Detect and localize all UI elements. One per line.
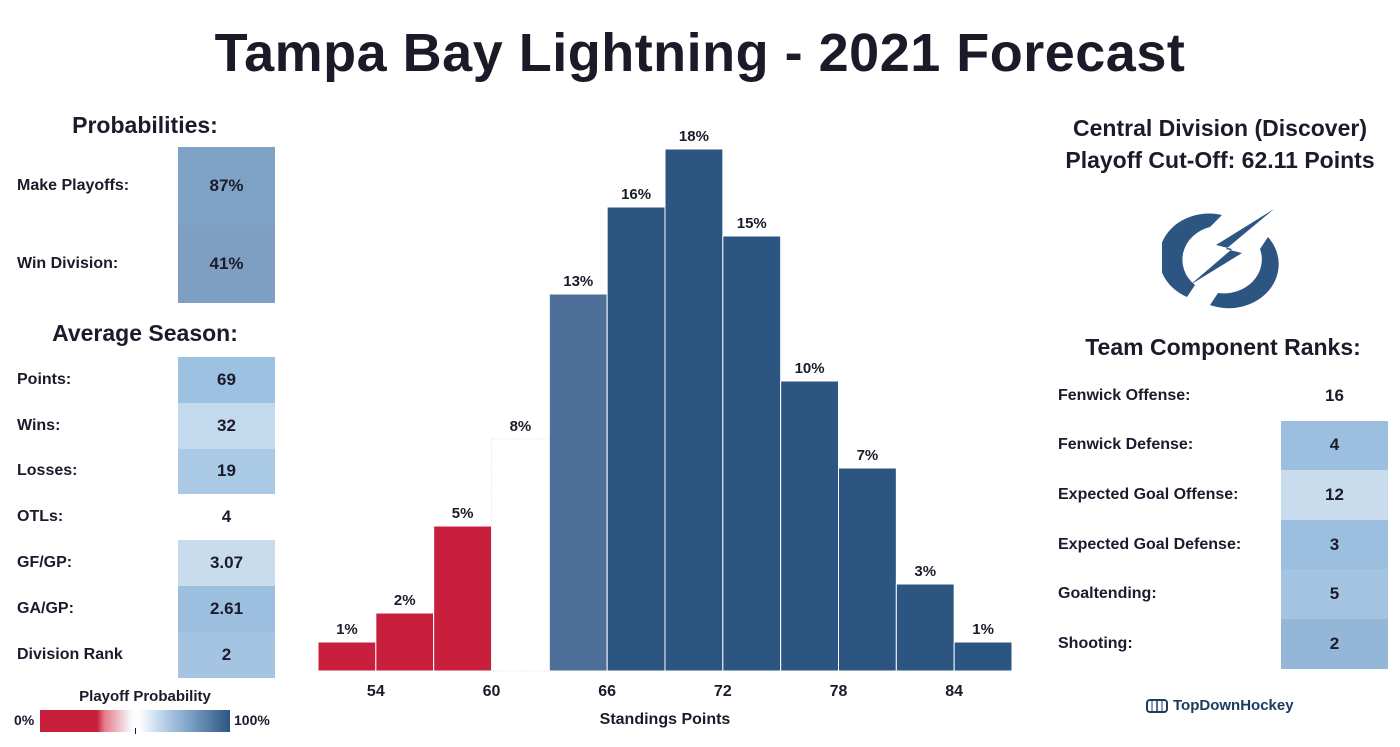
probability-row-label: Make Playoffs:	[17, 177, 130, 194]
lightning-bolt-logo-icon	[1162, 209, 1279, 309]
season-stat-row: Losses: 19	[17, 448, 277, 495]
brand: TopDownHockey	[1146, 697, 1294, 714]
team-rank-row-label: Fenwick Offense:	[1058, 386, 1191, 404]
legend-title: Playoff Probability	[79, 688, 211, 705]
x-tick-label: 66	[598, 683, 616, 700]
histogram-bar	[606, 206, 666, 672]
team-ranks-heading: Team Component Ranks:	[1085, 334, 1361, 360]
playoff-probability-colorbar	[40, 710, 230, 732]
season-stat-row-value: 32	[178, 402, 275, 449]
x-tick-label: 72	[714, 683, 732, 700]
season-stat-row-value: 19	[178, 448, 275, 495]
team-rank-row: Fenwick Offense: 16	[1058, 371, 1388, 421]
team-rank-row: Fenwick Defense: 4	[1058, 420, 1388, 471]
page-title: Tampa Bay Lightning - 2021 Forecast	[214, 23, 1186, 83]
bar-data-label: 7%	[857, 447, 879, 464]
season-stat-row: Wins: 32	[17, 402, 277, 449]
team-rank-row-value: 12	[1281, 470, 1388, 520]
bar-data-label: 8%	[510, 418, 532, 435]
histogram-bar	[491, 438, 550, 672]
season-stat-row-label: Division Rank	[17, 645, 123, 663]
season-stat-row-label: OTLs:	[17, 508, 64, 526]
team-rank-row-value: 3	[1281, 519, 1388, 570]
bar-data-label: 1%	[336, 621, 358, 638]
division-info: Central Division (Discover) Playoff Cut-…	[1060, 112, 1380, 176]
histogram-bar	[664, 148, 724, 672]
bar-data-label: 5%	[452, 505, 474, 522]
team-rank-row-label: Expected Goal Offense:	[1058, 485, 1239, 503]
bar-data-label: 15%	[737, 215, 767, 232]
season-stat-row-label: GF/GP:	[17, 554, 73, 572]
division-name: Central Division (Discover)	[1073, 115, 1367, 141]
hockey-rink-icon	[1146, 698, 1168, 713]
team-rank-row-value: 16	[1281, 371, 1388, 421]
histogram-bar	[317, 641, 377, 672]
histogram-bar	[780, 380, 840, 672]
legend-min-label: 0%	[14, 712, 35, 728]
bar-data-label: 10%	[795, 360, 825, 377]
x-axis-label: Standings Points	[600, 711, 731, 728]
season-stat-row: OTLs: 4	[17, 494, 277, 541]
probability-row-label: Win Division:	[17, 255, 119, 272]
probability-row: Make Playoffs: 87%	[17, 147, 277, 225]
x-tick-label: 60	[483, 683, 501, 700]
histogram-bar	[433, 525, 492, 672]
season-stat-row-value: 2.61	[178, 586, 275, 632]
probability-row-value: 41%	[178, 225, 275, 303]
histogram-bar	[722, 235, 782, 672]
probabilities-heading: Probabilities:	[72, 112, 218, 138]
bar-data-label: 18%	[679, 128, 709, 145]
brand-name: TopDownHockey	[1173, 697, 1294, 714]
season-stat-row-label: GA/GP:	[17, 599, 74, 617]
histogram-bar	[953, 641, 1013, 672]
team-rank-row: Goaltending: 5	[1058, 569, 1388, 619]
histogram-bar	[895, 583, 955, 672]
season-stat-row: GF/GP: 3.07	[17, 540, 277, 586]
team-rank-row-value: 5	[1281, 569, 1388, 619]
team-rank-row-label: Fenwick Defense:	[1058, 436, 1194, 454]
season-stat-row-value: 3.07	[178, 540, 275, 586]
team-rank-row: Expected Goal Defense: 3	[1058, 519, 1388, 570]
season-stat-row-label: Wins:	[17, 416, 61, 434]
histogram-bar	[375, 612, 435, 672]
team-rank-row-label: Expected Goal Defense:	[1058, 535, 1242, 553]
season-stat-row-value: 69	[178, 357, 275, 403]
team-rank-row-value: 2	[1281, 619, 1388, 669]
x-tick-label: 84	[945, 683, 963, 700]
x-tick-label: 78	[830, 683, 848, 700]
bar-data-label: 2%	[394, 592, 416, 609]
bar-data-label: 13%	[563, 273, 593, 290]
season-stat-row-label: Points:	[17, 370, 72, 388]
team-rank-row: Expected Goal Offense: 12	[1058, 470, 1388, 520]
bar-data-label: 1%	[972, 621, 994, 638]
colorbar-midpoint-tick	[135, 728, 136, 734]
season-stat-row: Division Rank 2	[17, 631, 277, 678]
probability-row-value: 87%	[178, 147, 275, 225]
histogram-bar	[548, 293, 608, 672]
season-stat-row: Points: 69	[17, 357, 277, 403]
bar-data-label: 3%	[914, 563, 936, 580]
team-rank-row: Shooting: 2	[1058, 619, 1388, 669]
season-stat-row-label: Losses:	[17, 462, 78, 480]
season-stat-row-value: 2	[178, 631, 275, 678]
team-rank-row-label: Shooting:	[1058, 634, 1133, 652]
x-tick-label: 54	[367, 683, 385, 700]
bar-data-label: 16%	[621, 186, 651, 203]
probability-row: Win Division: 41%	[17, 225, 277, 303]
playoff-cutoff: Playoff Cut-Off: 62.11 Points	[1065, 147, 1375, 173]
average-season-heading: Average Season:	[52, 320, 238, 346]
team-rank-row-label: Goaltending:	[1058, 585, 1157, 603]
season-stat-row-value: 4	[178, 494, 275, 541]
season-stat-row: GA/GP: 2.61	[17, 586, 277, 632]
legend-max-label: 100%	[234, 712, 270, 728]
histogram-bar	[838, 467, 897, 672]
team-rank-row-value: 4	[1281, 420, 1388, 471]
